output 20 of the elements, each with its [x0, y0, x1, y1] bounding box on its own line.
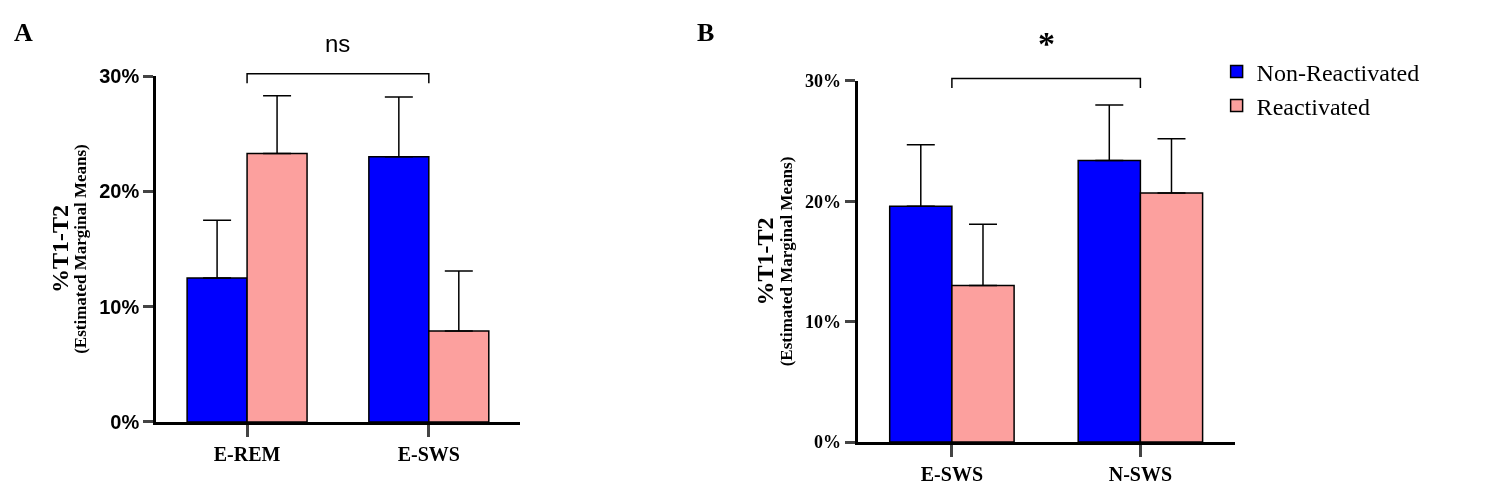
x-tick-label: E-SWS [397, 442, 460, 465]
x-tick-label: E-REM [213, 442, 281, 465]
x-tick-label: N-SWS [1108, 463, 1173, 486]
y-tick-label: 10% [99, 295, 140, 318]
chart-title: B [697, 18, 715, 47]
text: * [1038, 25, 1055, 62]
y-tick-label: 20% [99, 180, 140, 203]
y-axis-title: %T1-T2 (Estimated Marginal Means) [752, 156, 796, 367]
y-tick-label: 20% [805, 191, 842, 212]
x-tick-label: E-SWS [920, 463, 984, 486]
y-tick-label: 30% [99, 65, 140, 88]
y-tick-label: 0% [814, 432, 842, 453]
y-tick-label: 30% [805, 71, 842, 92]
y-tick-label: 10% [805, 312, 842, 333]
text: ns [325, 30, 351, 57]
chart-title: A [14, 18, 33, 47]
legend-label: Non-Reactivated [1256, 59, 1420, 86]
legend-label: Reactivated [1256, 93, 1370, 120]
y-tick-label: 0% [110, 410, 140, 433]
y-axis-title: %T1-T2 (Estimated Marginal Means) [46, 144, 90, 354]
